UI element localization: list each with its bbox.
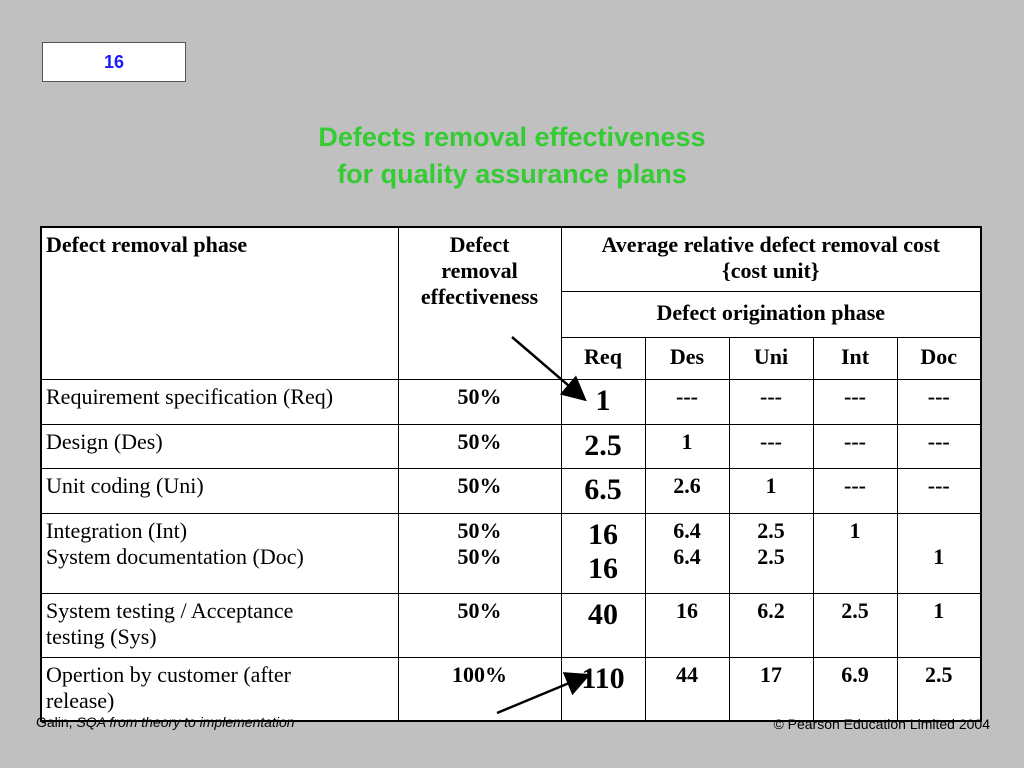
row-phase: Requirement specification (Req) (40, 378, 399, 425)
row-int: 2.5 (812, 592, 898, 658)
row-phase: Opertion by customer (after release) (40, 656, 399, 722)
row-des: 6.4 6.4 (644, 512, 730, 594)
footer-book-title: SQA from theory to implementation (76, 714, 295, 730)
header-effectiveness: Defect removal effectiveness (397, 226, 562, 380)
row-total-cost: 110 (560, 656, 646, 722)
row-des: 16 (644, 592, 730, 658)
row-total-cost: 2.5 (560, 423, 646, 469)
row-int: --- (812, 423, 898, 469)
row-doc: 2.5 (896, 656, 982, 722)
title-line-2: for quality assurance plans (337, 159, 687, 189)
row-int: 1 (812, 512, 898, 594)
row-phase: Integration (Int) System documentation (… (40, 512, 399, 594)
footer-citation: Galin, SQA from theory to implementation (36, 714, 295, 730)
row-total-cost: 16 16 (560, 512, 646, 594)
table-row: Integration (Int) System documentation (… (40, 512, 982, 594)
slide-number-box: 16 (42, 42, 186, 82)
table-row: Requirement specification (Req) 50% 1 --… (40, 378, 982, 425)
row-int: --- (812, 378, 898, 425)
row-doc: --- (896, 467, 982, 514)
table-row: Opertion by customer (after release) 100… (40, 656, 982, 722)
row-uni: 17 (728, 656, 814, 722)
row-effectiveness: 50% (397, 378, 562, 425)
row-phase: Design (Des) (40, 423, 399, 469)
footer-copyright: © Pearson Education Limited 2004 (773, 716, 990, 732)
row-effectiveness: 50% 50% (397, 512, 562, 594)
row-doc: --- (896, 423, 982, 469)
table-row: Design (Des) 50% 2.5 1 --- --- --- (40, 423, 982, 469)
row-effectiveness: 50% (397, 592, 562, 658)
defect-removal-table: Defect removal phase Defect removal effe… (40, 226, 983, 722)
row-uni: 6.2 (728, 592, 814, 658)
subheader-doc: Doc (896, 336, 982, 380)
table-row: Unit coding (Uni) 50% 6.5 2.6 1 --- --- (40, 467, 982, 514)
row-int: 6.9 (812, 656, 898, 722)
row-total-cost: 40 (560, 592, 646, 658)
title-line-1: Defects removal effectiveness (318, 122, 706, 152)
subheader-uni: Uni (728, 336, 814, 380)
slide-title: Defects removal effectiveness for qualit… (0, 119, 1024, 193)
row-total-cost: 1 (560, 378, 646, 425)
row-total-cost: 6.5 (560, 467, 646, 514)
row-des: 2.6 (644, 467, 730, 514)
header-phase: Defect removal phase (40, 226, 399, 380)
row-uni: --- (728, 423, 814, 469)
subheader-des: Des (644, 336, 730, 380)
subheader-req: Req (560, 336, 646, 380)
subheader-int: Int (812, 336, 898, 380)
header-avg-cost: Average relative defect removal cost {co… (560, 226, 982, 292)
row-phase: Unit coding (Uni) (40, 467, 399, 514)
header-origination: Defect origination phase (560, 290, 982, 338)
row-uni: --- (728, 378, 814, 425)
footer-author: Galin, (36, 714, 73, 730)
row-effectiveness: 50% (397, 423, 562, 469)
row-effectiveness: 100% (397, 656, 562, 722)
row-int: --- (812, 467, 898, 514)
row-uni: 2.5 2.5 (728, 512, 814, 594)
row-des: 1 (644, 423, 730, 469)
row-uni: 1 (728, 467, 814, 514)
row-phase: System testing / Acceptance testing (Sys… (40, 592, 399, 658)
row-doc: --- (896, 378, 982, 425)
row-des: 44 (644, 656, 730, 722)
row-effectiveness: 50% (397, 467, 562, 514)
table-row: System testing / Acceptance testing (Sys… (40, 592, 982, 658)
row-doc: 1 (896, 592, 982, 658)
row-des: --- (644, 378, 730, 425)
row-doc: 1 (896, 512, 982, 594)
slide-number: 16 (103, 51, 125, 72)
